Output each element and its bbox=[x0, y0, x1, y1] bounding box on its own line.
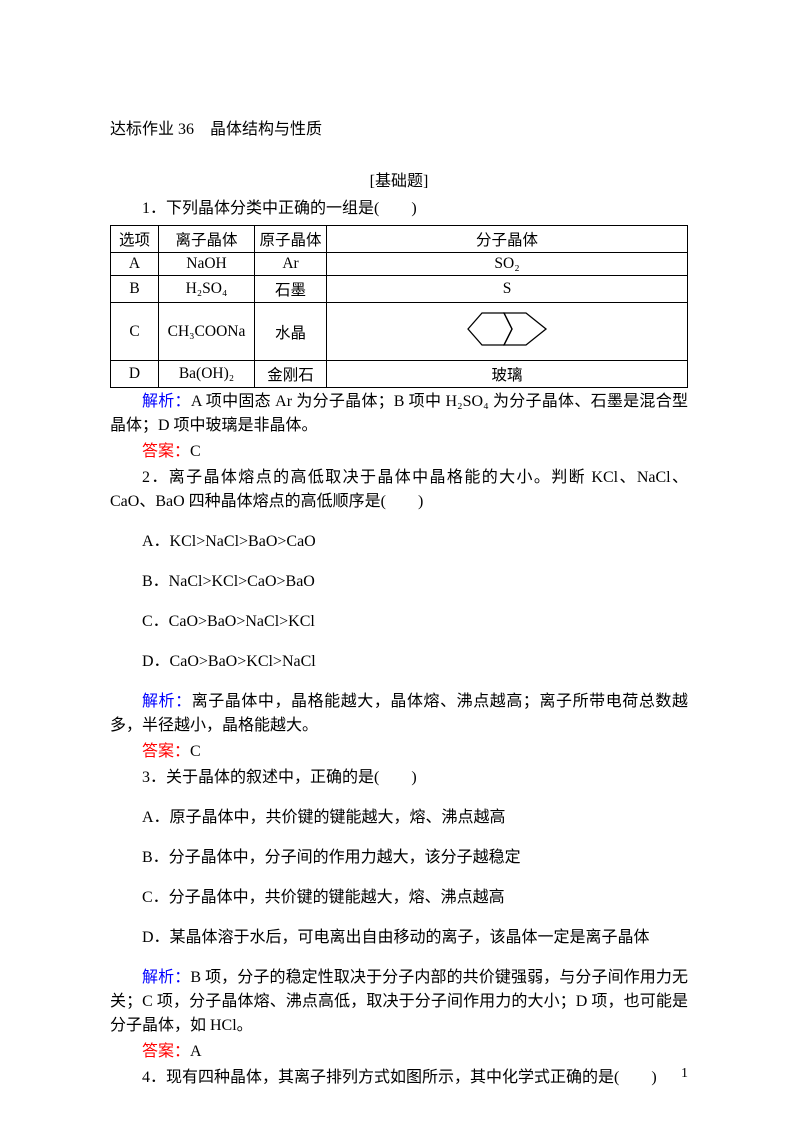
q2-option-b: B．NaCl>KCl>CaO>BaO bbox=[110, 570, 688, 594]
q3-option-c: C．分子晶体中，共价键的键能越大，熔、沸点越高 bbox=[110, 886, 688, 910]
q3-option-b: B．分子晶体中，分子间的作用力越大，该分子越稳定 bbox=[110, 846, 688, 870]
cell-ionic: H₂SO₄ bbox=[159, 276, 255, 303]
q4-stem: 4．现有四种晶体，其离子排列方式如图所示，其中化学式正确的是( ) bbox=[110, 1066, 688, 1090]
cell-molecular: S bbox=[327, 276, 688, 303]
q3-analysis-text: B 项，分子的稳定性取决于分子内部的共价键强弱，与分子间作用力无关；C 项，分子… bbox=[110, 969, 688, 1034]
question-4: 4．现有四种晶体，其离子排列方式如图所示，其中化学式正确的是( ) bbox=[110, 1066, 688, 1090]
answer-label: 答案： bbox=[142, 1043, 190, 1060]
q1-stem: 1．下列晶体分类中正确的一组是( ) bbox=[110, 197, 688, 221]
question-3: 3．关于晶体的叙述中，正确的是( ) A．原子晶体中，共价键的键能越大，熔、沸点… bbox=[110, 766, 688, 1064]
q3-option-d: D．某晶体溶于水后，可电离出自由移动的离子，该晶体一定是离子晶体 bbox=[110, 926, 688, 950]
q1-answer: 答案：C bbox=[110, 440, 688, 464]
q2-analysis-text: 离子晶体中，晶格能越大，晶体熔、沸点越高；离子所带电荷总数越多，半径越小，晶格能… bbox=[110, 693, 688, 734]
q3-stem: 3．关于晶体的叙述中，正确的是( ) bbox=[110, 766, 688, 790]
q1-analysis: 解析：A 项中固态 Ar 为分子晶体；B 项中 H₂SO₄ 为分子晶体、石墨是混… bbox=[110, 390, 688, 438]
page-number: 1 bbox=[681, 1066, 688, 1082]
q2-answer: 答案：C bbox=[110, 740, 688, 764]
cell-molecular: SO₂ bbox=[327, 253, 688, 276]
answer-label: 答案： bbox=[142, 443, 190, 460]
table-row: D Ba(OH)₂ 金刚石 玻璃 bbox=[111, 361, 688, 388]
cell-ionic: CH₃COONa bbox=[159, 303, 255, 361]
cell-opt: B bbox=[111, 276, 159, 303]
worksheet-title: 达标作业 36 晶体结构与性质 bbox=[110, 115, 688, 139]
q2-option-c: C．CaO>BaO>NaCl>KCl bbox=[110, 610, 688, 634]
cell-atomic: 石墨 bbox=[255, 276, 327, 303]
analysis-label: 解析： bbox=[142, 393, 191, 410]
cell-opt: C bbox=[111, 303, 159, 361]
q3-analysis: 解析：B 项，分子的稳定性取决于分子内部的共价键强弱，与分子间作用力无关；C 项… bbox=[110, 966, 688, 1038]
cell-ionic: Ba(OH)₂ bbox=[159, 361, 255, 388]
table-row: B H₂SO₄ 石墨 S bbox=[111, 276, 688, 303]
th-ionic: 离子晶体 bbox=[159, 226, 255, 253]
page: 达标作业 36 晶体结构与性质 [基础题] 1．下列晶体分类中正确的一组是( )… bbox=[0, 0, 793, 1122]
table-header-row: 选项 离子晶体 原子晶体 分子晶体 bbox=[111, 226, 688, 253]
cell-atomic: Ar bbox=[255, 253, 327, 276]
analysis-label: 解析： bbox=[142, 693, 192, 710]
th-atomic: 原子晶体 bbox=[255, 226, 327, 253]
question-2: 2．离子晶体熔点的高低取决于晶体中晶格能的大小。判断 KCl、NaCl、CaO、… bbox=[110, 466, 688, 764]
th-molecular: 分子晶体 bbox=[327, 226, 688, 253]
naphthalene-icon bbox=[452, 305, 562, 358]
cell-molecular: 玻璃 bbox=[327, 361, 688, 388]
q2-analysis: 解析：离子晶体中，晶格能越大，晶体熔、沸点越高；离子所带电荷总数越多，半径越小，… bbox=[110, 690, 688, 738]
q2-answer-text: C bbox=[190, 743, 201, 760]
q3-option-a: A．原子晶体中，共价键的键能越大，熔、沸点越高 bbox=[110, 806, 688, 830]
q2-stem: 2．离子晶体熔点的高低取决于晶体中晶格能的大小。判断 KCl、NaCl、CaO、… bbox=[110, 466, 688, 514]
cell-molecular bbox=[327, 303, 688, 361]
table-row: C CH₃COONa 水晶 bbox=[111, 303, 688, 361]
q1-analysis-text: A 项中固态 Ar 为分子晶体；B 项中 H₂SO₄ 为分子晶体、石墨是混合型晶… bbox=[110, 393, 688, 434]
section-header: [基础题] bbox=[110, 167, 688, 191]
cell-atomic: 水晶 bbox=[255, 303, 327, 361]
q2-option-a: A．KCl>NaCl>BaO>CaO bbox=[110, 530, 688, 554]
cell-opt: D bbox=[111, 361, 159, 388]
q3-answer: 答案：A bbox=[110, 1040, 688, 1064]
analysis-label: 解析： bbox=[142, 969, 190, 986]
cell-opt: A bbox=[111, 253, 159, 276]
cell-ionic: NaOH bbox=[159, 253, 255, 276]
th-option: 选项 bbox=[111, 226, 159, 253]
q1-table: 选项 离子晶体 原子晶体 分子晶体 A NaOH Ar SO₂ B H₂SO₄ … bbox=[110, 225, 688, 388]
question-1: 1．下列晶体分类中正确的一组是( ) 选项 离子晶体 原子晶体 分子晶体 A N… bbox=[110, 197, 688, 464]
answer-label: 答案： bbox=[142, 743, 190, 760]
table-row: A NaOH Ar SO₂ bbox=[111, 253, 688, 276]
cell-atomic: 金刚石 bbox=[255, 361, 327, 388]
q3-answer-text: A bbox=[190, 1043, 202, 1060]
q1-answer-text: C bbox=[190, 443, 201, 460]
q2-option-d: D．CaO>BaO>KCl>NaCl bbox=[110, 650, 688, 674]
